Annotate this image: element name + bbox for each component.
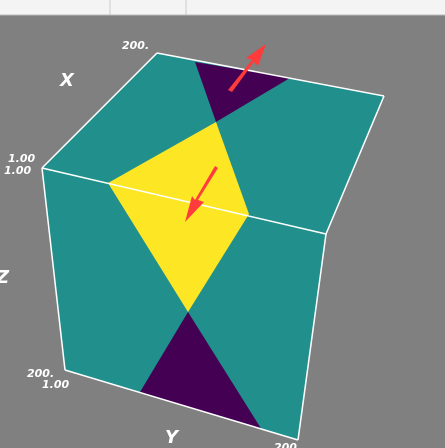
axis-tick-label: 1.00: [42, 378, 69, 391]
axis-tick-label: 200: [274, 441, 297, 448]
axis-tick-label: 200.: [27, 367, 54, 380]
axis-title: X: [59, 70, 75, 91]
arrow-glyph: [185, 44, 266, 222]
toolbar: [0, 0, 445, 15]
purple-region: [195, 62, 290, 122]
cube-edges: [41, 52, 385, 441]
axis-tick-label: 1.00: [4, 164, 31, 177]
axis-tick-label: 200.: [122, 39, 149, 52]
axis-title: Y: [165, 427, 180, 448]
axis-tick-label: 1.00: [8, 152, 35, 165]
axis-title: Z: [0, 267, 10, 288]
purple-region: [140, 312, 262, 430]
